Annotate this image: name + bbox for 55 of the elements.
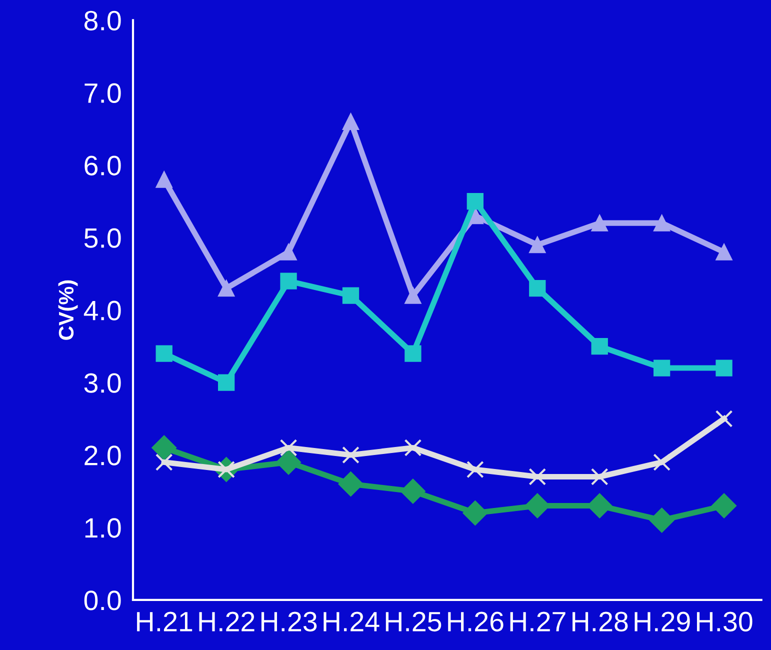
point	[342, 446, 360, 464]
y-tick-label: 6.0	[84, 156, 121, 176]
point	[152, 435, 177, 460]
point	[338, 472, 364, 496]
x-tick-label: H.29	[634, 612, 690, 632]
point	[155, 454, 173, 471]
x-tick-label: H.24	[324, 612, 380, 632]
point	[653, 360, 670, 376]
point	[156, 171, 172, 188]
y-tick-label: 8.0	[84, 10, 121, 30]
point	[649, 508, 674, 533]
point	[218, 374, 235, 391]
point	[462, 500, 488, 526]
point	[276, 450, 302, 475]
x-tick-label: H.26	[448, 612, 504, 632]
point	[590, 468, 608, 486]
point	[404, 439, 422, 456]
point	[653, 214, 670, 232]
point	[591, 214, 608, 232]
point	[218, 280, 235, 297]
y-tick-label: 2.0	[84, 446, 121, 466]
point	[653, 454, 671, 471]
point	[591, 338, 608, 355]
point	[715, 410, 733, 428]
y-tick-label: 1.0	[85, 518, 121, 538]
point	[528, 468, 546, 486]
point	[716, 244, 732, 260]
point	[529, 280, 546, 297]
point	[280, 272, 297, 290]
x-tick-label: H.28	[572, 612, 628, 632]
point	[529, 236, 546, 254]
y-tick-label: 5.0	[84, 228, 121, 248]
point	[404, 345, 422, 362]
point	[342, 287, 360, 304]
point	[712, 493, 737, 518]
y-axis-title: CV(%)	[58, 280, 78, 340]
x-tick-label: H.25	[386, 612, 442, 632]
point	[280, 244, 297, 260]
x-tick-label: H.27	[510, 612, 566, 632]
x-tick-label: H.23	[261, 612, 317, 632]
x-tick-label: H.21	[137, 612, 192, 632]
point	[156, 345, 172, 362]
x-tick-label: H.22	[199, 612, 254, 632]
y-tick-label: 3.0	[84, 373, 121, 393]
y-tick-label: 7.0	[84, 83, 121, 103]
point	[716, 360, 732, 376]
point	[404, 287, 422, 304]
point	[342, 113, 360, 130]
point	[466, 460, 484, 478]
point	[280, 439, 298, 456]
y-tick-label: 4.0	[84, 300, 121, 320]
y-tick-label: 0.0	[84, 590, 121, 610]
point	[400, 478, 426, 504]
point	[466, 193, 484, 210]
x-tick-label: H.30	[696, 612, 752, 632]
